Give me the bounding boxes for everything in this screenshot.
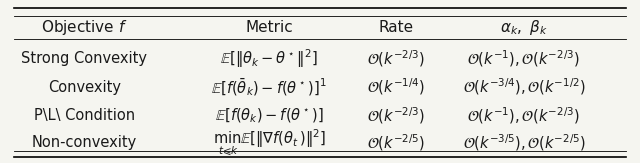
Text: $\alpha_k,\ \beta_k$: $\alpha_k,\ \beta_k$ <box>500 18 548 37</box>
Text: $\mathbb{E}[f(\bar{\theta}_k) - f(\theta^\star)]^1$: $\mathbb{E}[f(\bar{\theta}_k) - f(\theta… <box>211 76 327 98</box>
Text: Non-convexity: Non-convexity <box>31 135 137 150</box>
Text: $\mathcal{O}(k^{-1/4})$: $\mathcal{O}(k^{-1/4})$ <box>367 77 426 97</box>
Text: $\mathcal{O}(k^{-2/5})$: $\mathcal{O}(k^{-2/5})$ <box>367 133 426 153</box>
Text: $\mathbb{E}[f(\theta_k) - f(\theta^\star)]$: $\mathbb{E}[f(\theta_k) - f(\theta^\star… <box>214 106 323 125</box>
Text: $\mathbb{E}[\|\theta_k - \theta^\star\|^2]$: $\mathbb{E}[\|\theta_k - \theta^\star\|^… <box>220 47 318 70</box>
Text: $\mathcal{O}(k^{-3/5}),\mathcal{O}(k^{-2/5})$: $\mathcal{O}(k^{-3/5}),\mathcal{O}(k^{-2… <box>463 133 586 153</box>
Text: Rate: Rate <box>379 20 414 35</box>
Text: P\L\ Condition: P\L\ Condition <box>34 108 135 123</box>
Text: $\mathcal{O}(k^{-3/4}),\mathcal{O}(k^{-1/2})$: $\mathcal{O}(k^{-3/4}),\mathcal{O}(k^{-1… <box>463 77 585 97</box>
Text: $\mathcal{O}(k^{-1}),\mathcal{O}(k^{-2/3})$: $\mathcal{O}(k^{-1}),\mathcal{O}(k^{-2/3… <box>467 48 580 69</box>
Text: Convexity: Convexity <box>48 80 121 95</box>
Text: $\mathcal{O}(k^{-2/3})$: $\mathcal{O}(k^{-2/3})$ <box>367 105 426 126</box>
Text: $\mathcal{O}(k^{-1}),\mathcal{O}(k^{-2/3})$: $\mathcal{O}(k^{-1}),\mathcal{O}(k^{-2/3… <box>467 105 580 126</box>
Text: Strong Convexity: Strong Convexity <box>21 51 147 66</box>
Text: $\min_{t\leqslant k}\mathbb{E}[\|\nabla f(\theta_t)\|^2]$: $\min_{t\leqslant k}\mathbb{E}[\|\nabla … <box>212 127 326 158</box>
Text: Metric: Metric <box>245 20 293 35</box>
Text: $\mathcal{O}(k^{-2/3})$: $\mathcal{O}(k^{-2/3})$ <box>367 48 426 69</box>
Text: Objective $f$: Objective $f$ <box>41 18 127 37</box>
